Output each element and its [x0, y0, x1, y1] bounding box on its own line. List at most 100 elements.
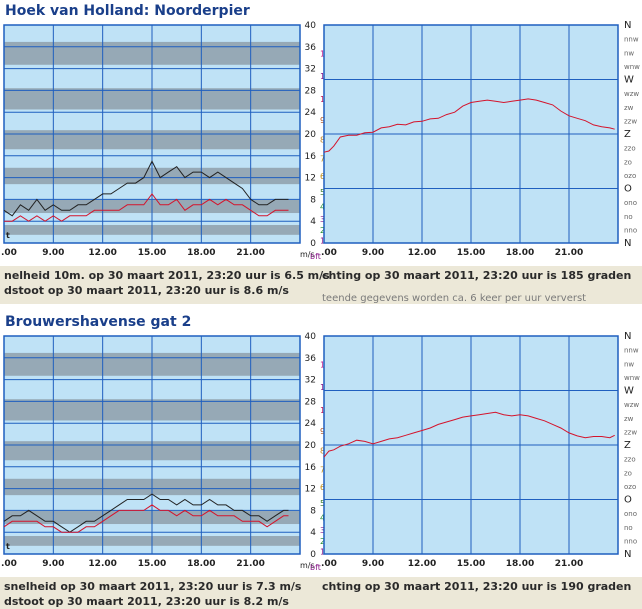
plot-border — [323, 335, 619, 555]
direction-label: ono — [624, 510, 637, 518]
direction-label: ozo — [624, 172, 636, 180]
wind-gust-readout: dstoot op 30 maart 2011, 23:20 uur is 8.… — [4, 284, 289, 297]
x-tick-label: 18.00 — [187, 248, 215, 258]
direction-label: W — [624, 386, 634, 397]
x-tick-label: 18.00 — [506, 248, 534, 258]
y-tick-label: 16 — [305, 152, 317, 162]
direction-label: nno — [624, 226, 637, 234]
y-tick-label: 40 — [305, 332, 317, 342]
x-tick-label: 15.00 — [138, 559, 166, 569]
bft-tick-label: 6 — [320, 172, 325, 181]
y-tick-label: 20 — [305, 130, 317, 140]
y-tick-label: 12 — [305, 174, 316, 184]
series-line — [323, 98, 615, 153]
direction-label: zo — [624, 469, 632, 477]
bft-axis-label: bft — [310, 563, 321, 572]
direction-label: no — [624, 524, 633, 532]
bft-tick-label: 1 — [320, 236, 325, 245]
station-charts: 9.00 12.00 15.00 18.00 21.00.000481216202428… — [1, 20, 640, 261]
bft-tick-label: 8 — [320, 447, 325, 456]
y-tick-label: 24 — [305, 108, 317, 118]
wind-direction-readout: chting op 30 maart 2011, 23:20 uur is 19… — [322, 580, 632, 593]
direction-label: wzw — [624, 401, 639, 409]
direction-label: wzw — [624, 90, 639, 98]
y-tick-label: 16 — [305, 463, 317, 473]
y-tick-label: 4 — [310, 528, 316, 538]
direction-label: zw — [624, 104, 634, 112]
direction-label: zzo — [624, 456, 636, 464]
x-tick-label: 9.00 — [362, 248, 384, 258]
y-tick-label: 0 — [310, 550, 316, 560]
bft-axis-label: bft — [310, 252, 321, 261]
status-band — [0, 266, 642, 304]
direction-label: zw — [624, 415, 634, 423]
corner-label: t — [6, 231, 10, 240]
x-tick-label: 9.00 — [42, 559, 64, 569]
bft-tick-label: 2 — [320, 226, 325, 235]
direction-label: zzw — [624, 428, 637, 436]
y-tick-label: 28 — [305, 397, 317, 407]
y-tick-label: 36 — [305, 43, 317, 53]
x-tick-label: 15.00 — [138, 248, 166, 258]
plot-border — [3, 335, 301, 555]
direction-label: nnw — [624, 347, 639, 355]
status-band — [0, 577, 642, 609]
y-tick-label: 32 — [305, 376, 316, 386]
wind-direction-readout: chting op 30 maart 2011, 23:20 uur is 18… — [322, 269, 632, 282]
bft-tick-label: 4 — [320, 202, 325, 211]
station-title: Hoek van Holland: Noorderpier — [5, 3, 250, 19]
x-tick-label: 15.00 — [457, 248, 485, 258]
x-tick-label: 21.00 — [236, 248, 264, 258]
refresh-note: teende gegevens worden ca. 6 keer per uu… — [322, 293, 587, 303]
wind-speed-readout: nelheid 10m. op 30 maart 2011, 23:20 uur… — [4, 269, 330, 282]
x-tick-label: 9.00 — [42, 248, 64, 258]
direction-label: Z — [624, 129, 631, 140]
direction-label: O — [624, 184, 632, 195]
x-tick-label: 18.00 — [187, 559, 215, 569]
series-line — [3, 160, 289, 217]
x-tick-label: 12.00 — [88, 248, 116, 258]
bft-tick-label: 2 — [320, 537, 325, 546]
direction-label: ozo — [624, 483, 636, 491]
direction-label: N — [624, 20, 631, 31]
series-line — [4, 193, 289, 222]
station-title: Brouwershavense gat 2 — [5, 314, 192, 330]
station-charts: 9.00 12.00 15.00 18.00 21.00.000481216202428… — [1, 331, 640, 572]
direction-label: wnw — [624, 374, 640, 382]
x-tick-label: 9.00 — [362, 559, 384, 569]
bft-tick-label: 6 — [320, 483, 325, 492]
y-unit-label: m/s — [300, 561, 315, 570]
series-line — [323, 411, 615, 458]
x-tick-label: 21.00 — [555, 248, 583, 258]
bft-tick-label: 3 — [320, 215, 325, 224]
direction-label: N — [624, 331, 631, 342]
y-tick-label: 28 — [305, 86, 317, 96]
x-tick-label: 12.00 — [408, 559, 436, 569]
direction-label: nno — [624, 537, 637, 545]
wind-gust-readout: dstoot op 30 maart 2011, 23:20 uur is 8.… — [4, 595, 289, 608]
bft-tick-label: 8 — [320, 136, 325, 145]
x-tick-label: .00 — [1, 559, 17, 569]
bft-tick-label: 7 — [320, 155, 325, 164]
direction-label: nnw — [624, 36, 639, 44]
corner-label: t — [6, 542, 10, 551]
plot-border — [3, 24, 301, 244]
direction-label: wnw — [624, 63, 640, 71]
bft-tick-label: 7 — [320, 466, 325, 475]
bft-tick-label: 3 — [320, 526, 325, 535]
y-tick-label: 12 — [305, 485, 316, 495]
direction-label: W — [624, 75, 634, 86]
x-tick-label: 12.00 — [88, 559, 116, 569]
series-line — [3, 504, 289, 533]
plot-border — [323, 24, 619, 244]
x-tick-label: 21.00 — [236, 559, 264, 569]
x-tick-label: .00 — [1, 248, 17, 258]
y-tick-label: 40 — [305, 21, 317, 31]
x-tick-label: .00 — [321, 248, 337, 258]
y-tick-label: 8 — [310, 195, 316, 205]
y-unit-label: m/s — [300, 250, 315, 259]
direction-label: nw — [624, 49, 634, 57]
y-tick-label: 0 — [310, 239, 316, 249]
wind-speed-readout: snelheid op 30 maart 2011, 23:20 uur is … — [4, 580, 302, 593]
y-tick-label: 24 — [305, 419, 317, 429]
